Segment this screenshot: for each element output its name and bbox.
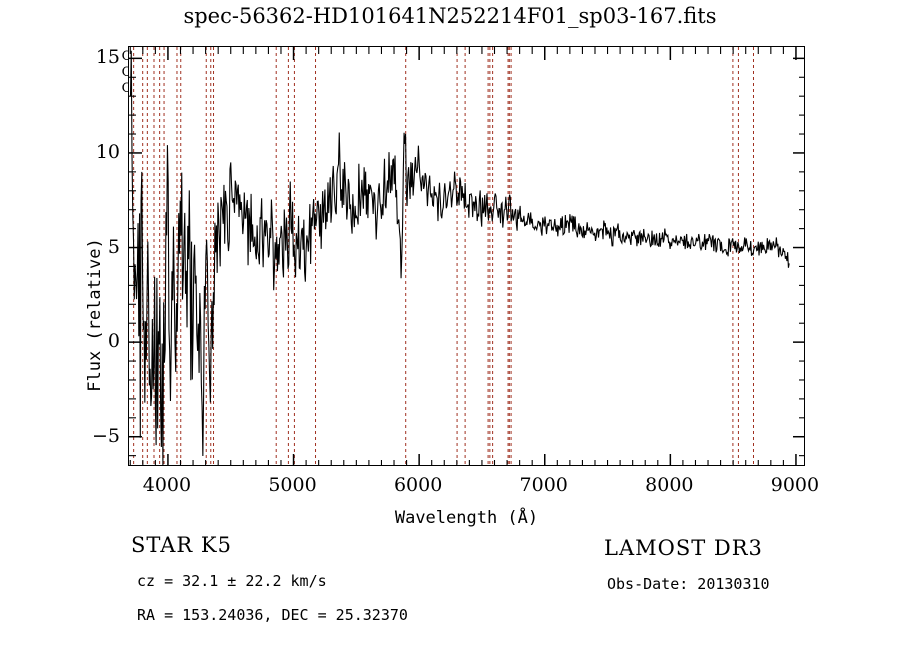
x-tick-label: 9000 xyxy=(770,474,820,496)
y-tick-label: 0 xyxy=(107,330,120,353)
obsdate-text: Obs-Date: 20130310 xyxy=(607,575,770,593)
x-tick-label: 8000 xyxy=(645,474,694,496)
x-tick-label: 4000 xyxy=(142,474,192,496)
survey-text: LAMOST DR3 xyxy=(604,536,763,560)
x-axis-label: Wavelength (Å) xyxy=(394,508,539,528)
x-tick-label: 7000 xyxy=(519,474,568,496)
y-tick-label: 5 xyxy=(107,235,120,258)
cz-text: cz = 32.1 ± 22.2 km/s xyxy=(137,572,327,590)
page-title: spec-56362-HD101641N252214F01_sp03-167.f… xyxy=(183,4,717,28)
spectrum-canvas xyxy=(129,47,804,465)
spectrum-trace xyxy=(129,50,790,465)
y-tick-label: 15 xyxy=(95,46,120,69)
y-tick-label: 10 xyxy=(95,140,120,163)
coords-text: RA = 153.24036, DEC = 25.32370 xyxy=(137,606,408,624)
object-class-text: STAR K5 xyxy=(131,533,232,557)
plot-frame xyxy=(128,46,805,466)
x-tick-label: 5000 xyxy=(268,474,317,496)
axis-ticks xyxy=(129,47,804,465)
x-tick-label: 6000 xyxy=(393,474,443,496)
spectral-line-markers xyxy=(133,47,754,465)
y-tick-label: −5 xyxy=(91,424,120,447)
